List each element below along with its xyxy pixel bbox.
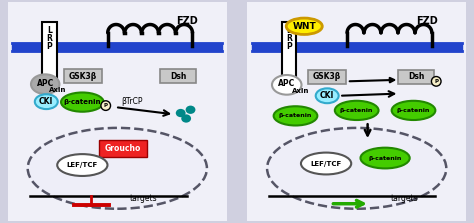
FancyBboxPatch shape — [241, 0, 473, 223]
Ellipse shape — [316, 88, 338, 103]
Ellipse shape — [267, 128, 447, 209]
Bar — [252, 43, 462, 52]
Ellipse shape — [35, 94, 58, 109]
Ellipse shape — [181, 114, 191, 123]
Ellipse shape — [392, 101, 435, 120]
Text: Axin: Axin — [292, 88, 310, 94]
Text: LEF/TCF: LEF/TCF — [310, 161, 342, 167]
Text: FZD: FZD — [176, 16, 198, 26]
Text: Axin: Axin — [48, 87, 66, 93]
FancyBboxPatch shape — [399, 70, 434, 84]
FancyBboxPatch shape — [99, 140, 146, 157]
Text: β-catenin: β-catenin — [279, 113, 312, 118]
Text: targets: targets — [391, 194, 419, 203]
Text: targets: targets — [130, 194, 157, 203]
Ellipse shape — [301, 153, 351, 174]
Text: APC: APC — [36, 78, 54, 88]
Ellipse shape — [272, 75, 301, 95]
Ellipse shape — [61, 93, 104, 112]
FancyBboxPatch shape — [1, 0, 233, 223]
Ellipse shape — [361, 148, 410, 168]
Text: L
R
P: L R P — [46, 26, 53, 51]
Ellipse shape — [31, 74, 59, 94]
Text: GSK3β: GSK3β — [69, 72, 97, 81]
Ellipse shape — [101, 101, 110, 110]
Ellipse shape — [431, 76, 441, 86]
Text: β-catenin: β-catenin — [368, 156, 402, 161]
Ellipse shape — [186, 106, 195, 114]
Text: β-catenin: β-catenin — [340, 108, 374, 113]
Ellipse shape — [176, 109, 186, 117]
Text: CKI: CKI — [39, 97, 54, 106]
Text: Dsh: Dsh — [170, 72, 186, 81]
Ellipse shape — [57, 154, 108, 176]
FancyBboxPatch shape — [160, 69, 196, 83]
Ellipse shape — [286, 18, 322, 35]
Text: Dsh: Dsh — [408, 72, 425, 81]
Text: GSK3β: GSK3β — [313, 72, 341, 81]
Text: β-catenin: β-catenin — [397, 108, 430, 113]
Text: P: P — [434, 79, 438, 84]
Ellipse shape — [335, 101, 379, 120]
Text: L
R
P: L R P — [286, 26, 292, 51]
FancyBboxPatch shape — [308, 70, 346, 84]
Text: βTrCP: βTrCP — [121, 97, 142, 105]
Text: CKI: CKI — [320, 91, 334, 100]
Bar — [12, 43, 222, 52]
Text: P: P — [104, 103, 108, 108]
FancyBboxPatch shape — [64, 69, 102, 83]
Text: LEF/TCF: LEF/TCF — [67, 162, 98, 168]
Text: β-catenin: β-catenin — [64, 99, 101, 105]
Text: Groucho: Groucho — [105, 144, 141, 153]
Text: FZD: FZD — [416, 16, 438, 26]
Text: WNT: WNT — [292, 22, 316, 31]
Ellipse shape — [273, 106, 318, 126]
FancyBboxPatch shape — [282, 22, 296, 81]
FancyBboxPatch shape — [42, 22, 57, 81]
Ellipse shape — [27, 128, 207, 209]
Text: APC: APC — [278, 79, 295, 88]
